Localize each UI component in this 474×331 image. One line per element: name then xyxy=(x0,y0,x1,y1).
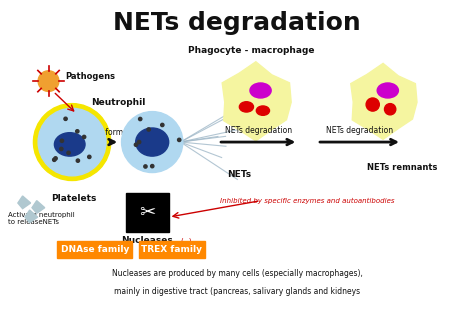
Text: ◄(‒): ◄(‒) xyxy=(176,238,192,247)
Circle shape xyxy=(64,117,67,120)
Text: NETs degradation: NETs degradation xyxy=(113,11,361,35)
Text: Neutrophil: Neutrophil xyxy=(91,98,146,107)
Circle shape xyxy=(53,158,56,162)
Text: ✂: ✂ xyxy=(139,203,155,222)
Polygon shape xyxy=(25,210,37,223)
Circle shape xyxy=(34,104,111,180)
Circle shape xyxy=(88,155,91,159)
Text: NETs degradation: NETs degradation xyxy=(225,126,292,135)
Polygon shape xyxy=(222,62,291,141)
Circle shape xyxy=(38,71,59,91)
Circle shape xyxy=(147,128,150,131)
Text: Platelets: Platelets xyxy=(51,194,96,203)
Circle shape xyxy=(54,157,57,160)
Circle shape xyxy=(138,118,142,121)
Text: TREX family: TREX family xyxy=(141,245,202,254)
FancyBboxPatch shape xyxy=(57,241,132,258)
Polygon shape xyxy=(32,201,45,213)
Circle shape xyxy=(161,123,164,126)
Text: DNAse family: DNAse family xyxy=(61,245,129,254)
Circle shape xyxy=(134,143,137,146)
Polygon shape xyxy=(18,196,31,209)
Circle shape xyxy=(60,147,63,151)
Circle shape xyxy=(137,140,141,144)
Circle shape xyxy=(144,165,147,168)
Text: mainly in digestive tract (pancreas, salivary glands and kidneys: mainly in digestive tract (pancreas, sal… xyxy=(114,287,360,297)
Circle shape xyxy=(38,108,106,176)
Text: Phagocyte - macrophage: Phagocyte - macrophage xyxy=(188,46,314,55)
Text: NETs remnants: NETs remnants xyxy=(367,163,437,172)
Text: Activate neutrophil
to releaseNETs: Activate neutrophil to releaseNETs xyxy=(9,212,75,225)
Ellipse shape xyxy=(377,83,398,98)
Ellipse shape xyxy=(55,133,85,156)
Text: NETs formation: NETs formation xyxy=(85,128,143,137)
Text: Inhibited by specific enzymes and autoantibodies: Inhibited by specific enzymes and autoan… xyxy=(220,198,395,204)
Ellipse shape xyxy=(239,102,254,112)
FancyBboxPatch shape xyxy=(139,241,205,258)
Circle shape xyxy=(384,104,396,115)
FancyBboxPatch shape xyxy=(126,193,169,232)
Circle shape xyxy=(178,138,181,142)
Circle shape xyxy=(67,151,70,155)
Circle shape xyxy=(151,165,154,168)
Ellipse shape xyxy=(256,106,270,115)
Circle shape xyxy=(76,130,79,133)
Polygon shape xyxy=(351,63,417,139)
Ellipse shape xyxy=(250,83,271,98)
Text: NETs degradation: NETs degradation xyxy=(326,126,393,135)
Circle shape xyxy=(121,112,183,172)
Text: NETs: NETs xyxy=(228,170,251,179)
Text: Nucleases are produced by many cells (especially macrophages),: Nucleases are produced by many cells (es… xyxy=(111,269,363,278)
Circle shape xyxy=(76,159,80,162)
Circle shape xyxy=(60,139,64,142)
Text: Nucleases: Nucleases xyxy=(122,236,173,245)
Circle shape xyxy=(366,98,379,111)
Circle shape xyxy=(82,135,86,139)
Ellipse shape xyxy=(136,128,169,156)
Text: Pathogens: Pathogens xyxy=(65,72,115,81)
